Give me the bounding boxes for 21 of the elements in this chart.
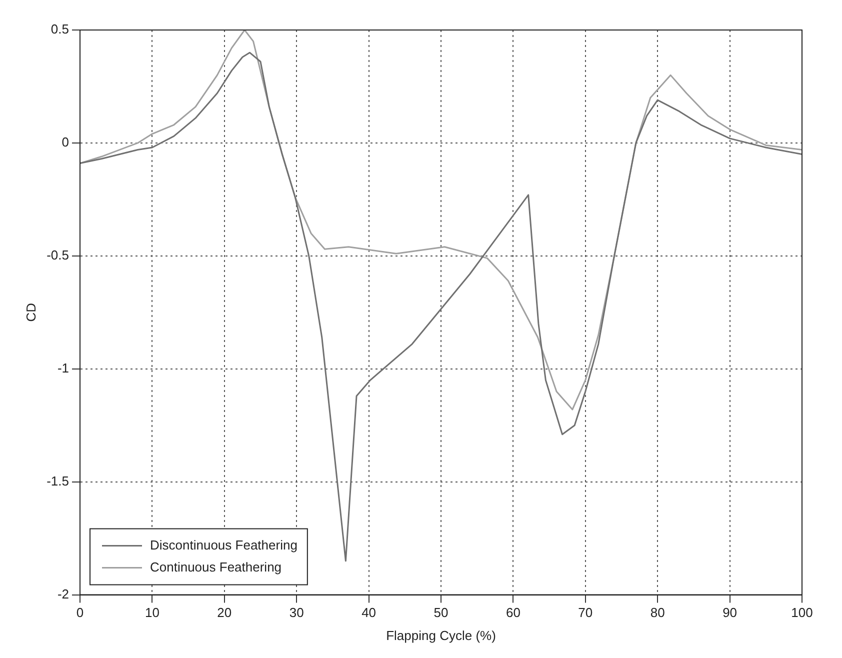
y-tick-label: -2 (57, 586, 69, 602)
x-tick-label: 60 (506, 605, 520, 620)
y-axis-title: CD (23, 303, 38, 322)
x-tick-label: 10 (144, 605, 160, 620)
x-tick-label: 30 (289, 605, 304, 620)
x-axis-title: Flapping Cycle (%) (386, 628, 496, 643)
legend-label: Discontinuous Feathering (150, 537, 298, 552)
x-tick-label: 40 (362, 605, 376, 620)
x-tick-label: 90 (722, 605, 738, 620)
x-tick-label: 80 (650, 605, 665, 620)
x-tick-label: 20 (217, 605, 232, 620)
x-tick-label: 100 (791, 605, 813, 620)
y-tick-label: -0.5 (46, 248, 69, 262)
y-tick-label: 0.5 (50, 22, 69, 37)
legend-label: Continuous Feathering (150, 559, 282, 574)
x-tick-label: 70 (578, 605, 593, 620)
y-tick-label: -1.5 (46, 473, 69, 488)
y-tick-label: -1 (57, 360, 69, 376)
y-tick-label: 0 (62, 134, 69, 150)
x-tick-label: 50 (434, 605, 448, 620)
x-tick-label: 0 (76, 605, 84, 620)
